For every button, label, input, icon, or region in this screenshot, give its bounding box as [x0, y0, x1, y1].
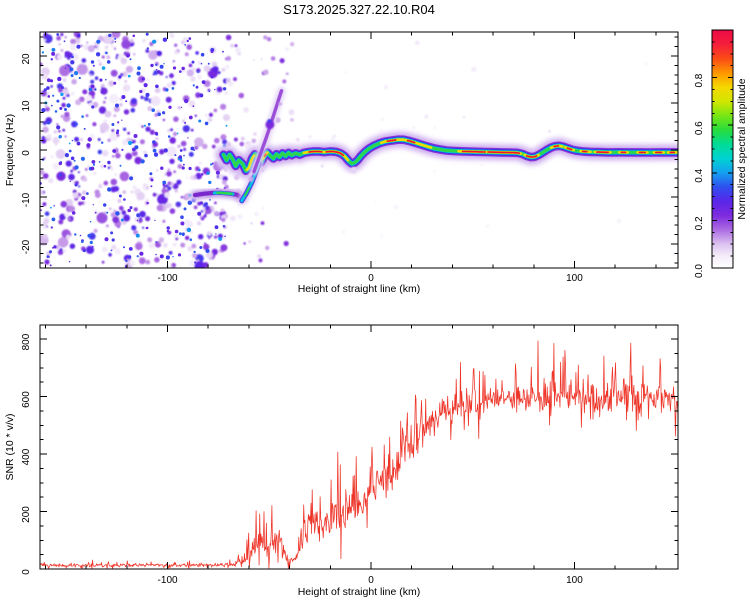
tick-label: 0.2: [694, 216, 705, 230]
tick-label: 0.4: [694, 168, 705, 182]
tick-label: 0: [368, 273, 374, 284]
tick-label: 20: [21, 53, 32, 65]
snr-tick-labels: -100 0 100 0 200 400 600 800: [21, 333, 583, 586]
colorbar-gradient: [712, 30, 733, 268]
tick-label: 800: [21, 333, 32, 350]
tick-label: -20: [21, 239, 32, 254]
colorbar-label: Normalized spectral amplitude: [736, 78, 748, 219]
tick-label: 200: [21, 506, 32, 523]
tick-label: 100: [566, 273, 583, 284]
tick-label: 100: [566, 575, 583, 586]
tick-label: 0: [368, 575, 374, 586]
spectrogram-tick-marks: [40, 32, 678, 268]
tick-label: -10: [21, 192, 32, 207]
colorbar-tick-labels: 0.0 0.2 0.4 0.6 0.8: [694, 73, 705, 278]
tick-label: 400: [21, 448, 32, 465]
snr-y-axis-label: SNR (10 * v/v): [4, 413, 16, 480]
speckle-field: [40, 32, 677, 268]
snr-tick-marks: [40, 325, 678, 570]
tick-label: -100: [158, 273, 178, 284]
snr-x-axis-label: Height of straight line (km): [298, 586, 421, 598]
tick-label: -100: [158, 575, 178, 586]
tick-label: 0.6: [694, 121, 705, 135]
snr-canvas: [40, 340, 678, 569]
colorbar-tick-marks: [712, 29, 733, 269]
tick-label: 10: [21, 100, 32, 112]
tick-label: 600: [21, 391, 32, 408]
spectral-trace: [189, 72, 678, 216]
snr-frame: [39, 324, 679, 570]
tick-label: 0: [21, 150, 32, 156]
tick-label: 0.0: [694, 264, 705, 278]
spectrogram-x-axis-label: Height of straight line (km): [298, 283, 421, 295]
tick-label: 0.8: [694, 73, 705, 87]
figure-title: S173.2025.327.22.10.R04: [283, 2, 435, 17]
tick-label: 0: [21, 569, 32, 575]
colorbar: 0.0 0.2 0.4 0.6 0.8 Normalized spectral ampl…: [694, 29, 748, 278]
snr-line: [40, 340, 678, 569]
spectrogram-canvas: [40, 32, 678, 268]
frequency-axis-label: Frequency (Hz): [4, 114, 16, 186]
